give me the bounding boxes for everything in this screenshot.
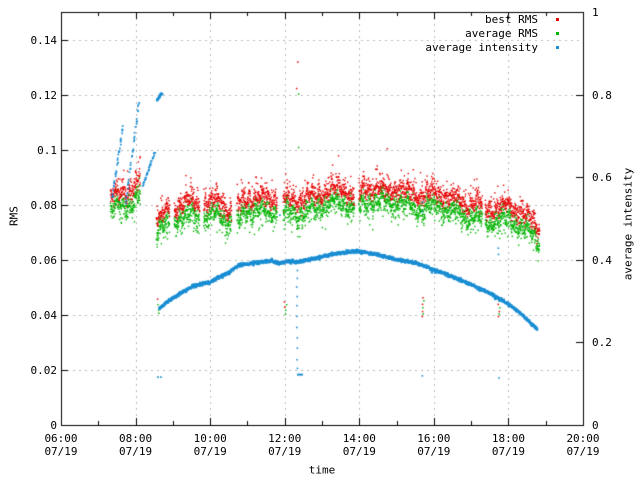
y-tick-label: 0 [50,419,57,432]
x-tick-label: 14:00 07/19 [342,432,376,458]
y-tick-label: 0.06 [30,253,58,267]
legend-marker-best_rms [556,18,559,21]
y2-tick-label: 0.8 [592,88,612,102]
legend-label-best_rms: best RMS [485,13,538,26]
x-tick-label: 20:00 07/19 [566,432,600,458]
y2-tick-label: 0.6 [592,171,612,185]
y2-axis-title: average intensity [621,167,635,281]
y2-tick-label: 0 [592,419,599,432]
x-tick-label: 08:00 07/19 [119,432,153,458]
y2-tick-label: 0.4 [592,253,612,267]
legend-label-average_intensity: average intensity [425,41,538,54]
y2-tick-label: 0.2 [592,336,612,350]
x-tick-label: 06:00 07/19 [44,432,78,458]
y-tick-label: 0.02 [30,363,58,377]
x-tick-label: 18:00 07/19 [491,432,525,458]
x-axis-title: time [308,463,336,477]
legend-marker-average_rms [556,32,559,35]
y2-tick-label: 1 [592,6,599,19]
legend-marker-average_intensity [556,46,559,49]
y-tick-label: 0.14 [30,33,58,47]
y-tick-label: 0.1 [37,143,57,157]
y-tick-label: 0.04 [30,308,58,322]
legend-label-average_rms: average RMS [465,27,538,40]
y-tick-label: 0.08 [30,198,58,212]
y-tick-label: 0.12 [30,88,58,102]
x-tick-label: 12:00 07/19 [268,432,302,458]
x-tick-label: 16:00 07/19 [417,432,451,458]
x-tick-label: 10:00 07/19 [193,432,227,458]
